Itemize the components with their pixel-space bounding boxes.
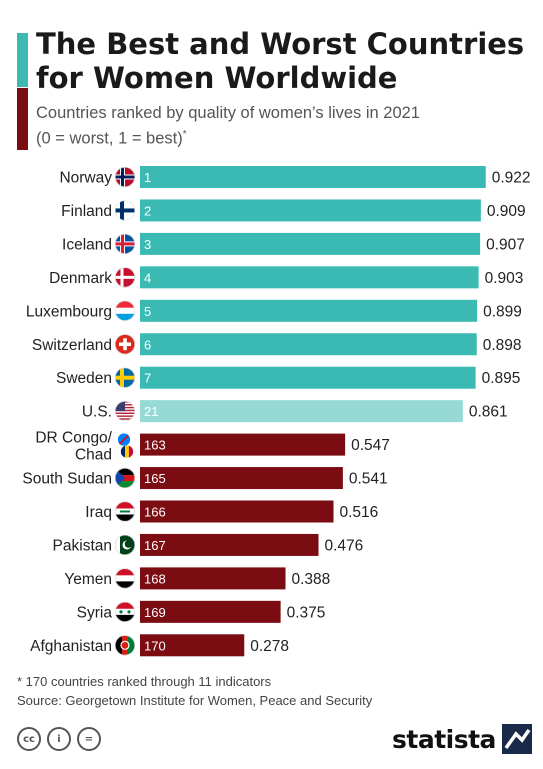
rank-label: 166: [144, 505, 166, 520]
iraq-flag-icon: [115, 501, 135, 522]
bar: [140, 333, 477, 356]
afghanistan-flag-icon: [115, 635, 135, 656]
category-label: Iceland: [62, 236, 112, 253]
value-label: 0.375: [287, 604, 326, 621]
bar: [140, 533, 319, 556]
category-label: Afghanistan: [30, 638, 112, 655]
subtitle-footnote-mark: *: [182, 129, 187, 140]
statista-logo[interactable]: statista: [392, 724, 532, 754]
bar: [140, 299, 478, 322]
rank-label: 168: [144, 571, 166, 586]
value-label: 0.861: [469, 404, 508, 421]
rank-label: 167: [144, 538, 166, 553]
cc-icon[interactable]: cc: [17, 727, 41, 751]
brand-name: statista: [392, 724, 496, 754]
south-sudan-flag-icon: [115, 468, 135, 489]
license-icons: cc i =: [17, 727, 101, 751]
bar: [140, 232, 481, 255]
syria-flag-icon: [115, 601, 135, 622]
category-label: Iraq: [85, 504, 112, 521]
rank-label: 21: [144, 404, 158, 419]
bar: [140, 266, 479, 289]
category-label: Sweden: [56, 370, 112, 387]
rank-label: 170: [144, 638, 166, 653]
category-label: Switzerland: [32, 337, 112, 354]
bar: [140, 500, 334, 523]
rank-label: 6: [144, 337, 151, 352]
rank-label: 3: [144, 237, 151, 252]
value-label: 0.516: [340, 504, 379, 521]
drc-chad-flags-icon: [117, 433, 134, 458]
us-flag-icon: [115, 401, 135, 422]
value-label: 0.903: [485, 270, 524, 287]
rank-label: 4: [144, 270, 151, 285]
category-label: Finland: [61, 203, 112, 220]
denmark-flag-icon: [115, 267, 135, 288]
bar: [140, 199, 481, 222]
value-label: 0.907: [486, 236, 525, 253]
pakistan-flag-icon: [115, 534, 135, 555]
iceland-flag-icon: [115, 233, 135, 254]
value-label: 0.388: [292, 571, 331, 588]
bar: [140, 166, 486, 188]
value-label: 0.895: [482, 370, 521, 387]
value-label: 0.476: [325, 537, 364, 554]
statista-logo-icon: [501, 724, 532, 754]
source-note: Source: Georgetown Institute for Women, …: [17, 693, 373, 708]
accent-bar-red: [17, 88, 28, 150]
rank-label: 1: [144, 170, 151, 185]
bar: [140, 567, 286, 590]
category-label: U.S.: [82, 404, 112, 421]
bar: [140, 600, 281, 623]
chart-subtitle: Countries ranked by quality of women’s l…: [36, 103, 506, 150]
category-label: Norway: [59, 170, 112, 187]
value-label: 0.898: [483, 337, 522, 354]
sweden-flag-icon: [115, 367, 135, 388]
switzerland-flag-icon: [115, 334, 135, 355]
rank-label: 5: [144, 304, 151, 319]
category-label: Denmark: [49, 270, 112, 287]
value-label: 0.278: [250, 638, 289, 655]
category-label: South Sudan: [22, 471, 112, 488]
value-label: 0.541: [349, 471, 388, 488]
bar: [140, 400, 463, 423]
luxembourg-flag-icon: [115, 300, 135, 321]
bar: [140, 634, 245, 657]
accent-bar-teal: [17, 33, 28, 87]
bar: [140, 366, 476, 389]
category-label: Yemen: [64, 571, 112, 588]
attribution-icon[interactable]: i: [47, 727, 71, 751]
rank-label: 7: [144, 371, 151, 386]
yemen-flag-icon: [115, 568, 135, 589]
value-label: 0.909: [487, 203, 526, 220]
footnote: * 170 countries ranked through 11 indica…: [17, 674, 272, 689]
rank-label: 2: [144, 203, 151, 218]
value-label: 0.547: [351, 437, 390, 454]
rank-label: 169: [144, 605, 166, 620]
category-label: Pakistan: [53, 537, 112, 554]
bar-chart: Norway 1 0.922 Finland 2 0.909 Iceland 3 0.907 De…: [22, 166, 531, 657]
rank-label: 163: [144, 438, 166, 453]
bar: [140, 467, 343, 490]
finland-flag-icon: [115, 200, 135, 221]
subtitle-text: Countries ranked by quality of women’s l…: [36, 104, 420, 148]
rank-label: 165: [144, 471, 166, 486]
category-label: Syria: [77, 604, 113, 621]
chart-title: The Best and Worst Countries for Women W…: [36, 27, 525, 95]
category-label: DR Congo/Chad: [35, 430, 112, 464]
bar: [140, 433, 346, 456]
value-label: 0.899: [483, 303, 522, 320]
category-label: Luxembourg: [26, 303, 112, 320]
no-derivatives-icon[interactable]: =: [77, 727, 101, 751]
norway-flag-icon: [115, 167, 135, 187]
value-label: 0.922: [492, 170, 531, 187]
